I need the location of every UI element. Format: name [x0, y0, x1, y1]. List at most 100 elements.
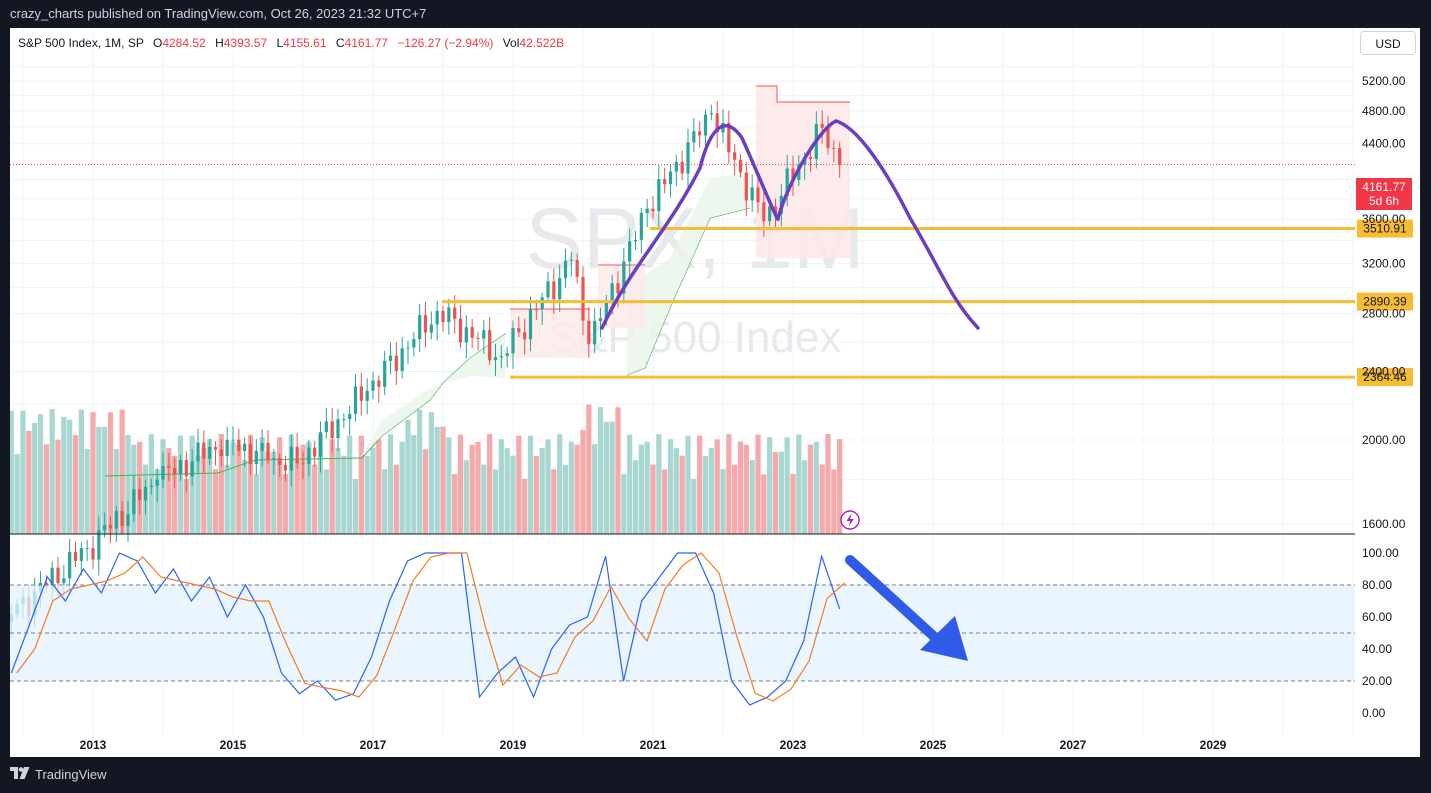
volume-bar: [78, 409, 84, 534]
time-axis-label: 2027: [1060, 738, 1087, 752]
candle-body: [295, 446, 299, 464]
candle-body: [587, 320, 591, 345]
volume-bar: [253, 474, 259, 534]
candle-body: [826, 127, 830, 148]
volume-value: 42.522B: [519, 36, 565, 50]
volume-bar: [551, 469, 557, 534]
price-axis-label: 4400.00: [1362, 137, 1406, 151]
chart-frame[interactable]: SPX, 1M S&P 500 Index 3510.912890.392364…: [10, 28, 1420, 757]
high-value: 4393.57: [223, 36, 268, 50]
volume-bar: [697, 435, 703, 534]
candle-body: [324, 421, 328, 433]
volume-bar: [522, 478, 528, 534]
time-axis-label: 2015: [220, 738, 247, 752]
volume-bar: [382, 469, 388, 534]
volume-bar: [673, 448, 679, 534]
volume-bar: [504, 448, 510, 534]
volume-bar: [218, 434, 224, 534]
volume-bar: [20, 410, 26, 534]
volume-bar: [166, 448, 172, 534]
candle-body: [604, 300, 608, 319]
candle-body: [126, 514, 130, 526]
candle-body: [651, 208, 655, 212]
candle-body: [563, 260, 568, 279]
volume-bar: [662, 469, 668, 534]
volume-bar: [370, 447, 376, 534]
axis-badges: 4161.77 5d 6h: [1356, 178, 1412, 210]
volume-bar: [452, 474, 458, 534]
candle-body: [441, 310, 445, 323]
volume-bar: [212, 469, 219, 534]
volume-bar: [603, 421, 609, 534]
candle-body: [523, 332, 527, 340]
candle-body: [394, 355, 398, 371]
volume-bar: [492, 469, 499, 534]
candle-body: [225, 440, 229, 456]
candle-body: [458, 318, 463, 343]
volume-bar: [831, 469, 837, 534]
volume-bar: [819, 464, 825, 534]
candle-body: [56, 567, 60, 584]
volume-bar: [650, 464, 656, 534]
candle-body: [488, 330, 492, 361]
volume-bar: [498, 439, 504, 534]
candle-body: [768, 206, 772, 222]
volume-bar: [230, 441, 236, 534]
candle-body: [838, 147, 842, 165]
volume-bar: [644, 441, 650, 534]
volume-bar: [679, 455, 685, 534]
candle-body: [318, 432, 323, 457]
candle-body: [108, 524, 113, 529]
candle-body: [476, 337, 480, 339]
candle-body: [68, 552, 72, 579]
chart-canvas[interactable]: SPX, 1M S&P 500 Index 3510.912890.392364…: [10, 28, 1420, 757]
brand-name: TradingView: [35, 767, 107, 782]
footer: TradingView: [0, 757, 1431, 793]
level-value: 3510.91: [1363, 222, 1407, 236]
candle-body: [79, 548, 83, 561]
volume-bar: [667, 439, 674, 534]
candle-body: [120, 510, 124, 526]
candle-body: [593, 321, 597, 345]
candle-body: [447, 307, 451, 323]
candle-body: [161, 465, 165, 480]
candle-body: [791, 168, 795, 181]
symbol-legend: S&P 500 Index, 1M, SP O4284.52 H4393.57 …: [18, 36, 565, 50]
volume-bar: [790, 473, 796, 534]
volume-bar: [743, 444, 749, 534]
candle-body: [832, 147, 836, 149]
low-value: 4155.61: [283, 36, 327, 50]
volume-bar: [376, 439, 382, 534]
volume-bar: [510, 455, 516, 534]
horizontal-levels: 3510.91 2890.39 2364.46: [10, 164, 1413, 387]
osc-axis-label: 80.00: [1362, 578, 1392, 592]
volume-bar: [72, 435, 79, 534]
volume-bar: [627, 434, 633, 534]
candle-body: [505, 353, 509, 357]
time-axis-label: 2023: [780, 738, 807, 752]
candle-body: [703, 114, 708, 136]
candle-body: [342, 419, 346, 421]
time-axis-label: 2029: [1200, 738, 1227, 752]
candle-body: [400, 348, 404, 371]
candle-body: [511, 328, 515, 354]
volume-bar: [90, 412, 96, 534]
currency-button[interactable]: USD: [1360, 31, 1416, 55]
candle-body: [668, 171, 673, 185]
osc-d-line: [16, 552, 846, 702]
sar-fill-green-2: [627, 173, 750, 375]
replay-icon[interactable]: [840, 510, 860, 530]
arrow-head: [920, 616, 968, 661]
volume-bar: [399, 441, 405, 534]
volume-bar: [347, 435, 353, 534]
volume-bar: [119, 409, 125, 534]
volume-bar: [714, 439, 720, 534]
publication-header: crazy_charts published on TradingView.co…: [0, 0, 1431, 28]
volume-bar: [323, 469, 329, 534]
volume-bar: [277, 437, 283, 534]
candle-body: [569, 259, 573, 261]
volume-bar: [457, 434, 464, 534]
tradingview-logo[interactable]: TradingView: [10, 767, 107, 782]
candle-body: [622, 261, 626, 294]
open-value: 4284.52: [162, 36, 206, 50]
